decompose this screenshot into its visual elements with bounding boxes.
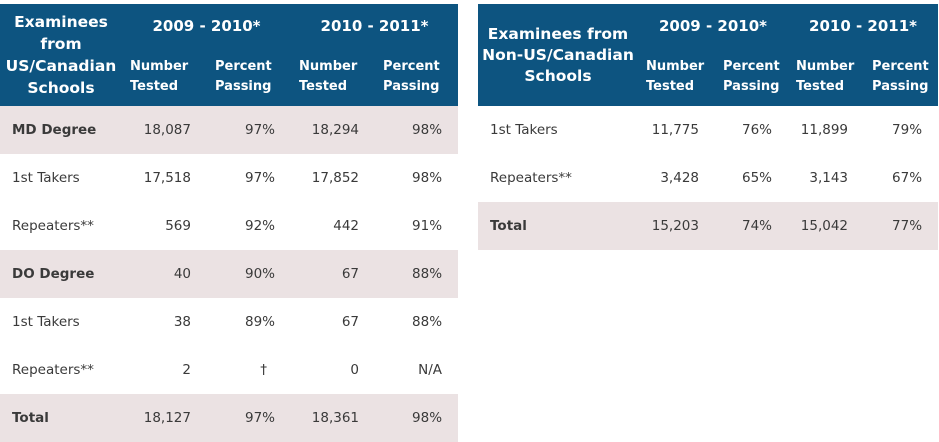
group-header: Examinees from US/Canadian Schools bbox=[0, 4, 122, 106]
percent-passing-cell: 74% bbox=[715, 202, 789, 250]
number-tested-cell: 67 bbox=[341, 314, 360, 330]
number-tested-cell: 18,361 bbox=[291, 394, 376, 442]
percent-passing-cell: N/A bbox=[418, 362, 443, 378]
row-label: 1st Takers bbox=[12, 170, 80, 186]
percent-passing-cell: 90% bbox=[207, 250, 292, 298]
percent-passing-cell: † bbox=[260, 362, 268, 378]
column-header-number-tested: Number Tested bbox=[122, 48, 207, 106]
row-label: Repeaters** bbox=[12, 362, 94, 378]
row-label: Repeaters** bbox=[490, 170, 572, 186]
table-row: 1st Takers 17,518 97% 17,852 98% bbox=[0, 154, 458, 202]
percent-passing-cell: 67% bbox=[892, 170, 923, 186]
column-header-percent-passing: Percent Passing bbox=[864, 48, 939, 106]
number-tested-cell: 18,294 bbox=[291, 106, 376, 154]
number-tested-cell: 3,143 bbox=[809, 170, 849, 186]
number-tested-cell: 569 bbox=[165, 218, 191, 234]
row-label: DO Degree bbox=[0, 250, 122, 298]
percent-passing-cell: 91% bbox=[412, 218, 443, 234]
table-row: Repeaters** 2 † 0 N/A bbox=[0, 346, 458, 394]
row-label: Total bbox=[0, 394, 122, 442]
column-header-number-tested: Number Tested bbox=[788, 48, 865, 106]
column-header-percent-passing: Percent Passing bbox=[207, 48, 292, 106]
row-label: Repeaters** bbox=[12, 218, 94, 234]
table-row: 1st Takers 38 89% 67 88% bbox=[0, 298, 458, 346]
number-tested-cell: 38 bbox=[173, 314, 191, 330]
percent-passing-cell: 65% bbox=[742, 170, 773, 186]
group-header: Examinees from Non-US/Canadian Schools bbox=[478, 4, 638, 106]
number-tested-cell: 0 bbox=[350, 362, 360, 378]
column-header-percent-passing: Percent Passing bbox=[375, 48, 459, 106]
column-header-number-tested: Number Tested bbox=[291, 48, 376, 106]
table-row: Repeaters** 569 92% 442 91% bbox=[0, 202, 458, 250]
us-canadian-results-table: Examinees from US/Canadian Schools 2009 … bbox=[0, 4, 459, 442]
percent-passing-cell: 97% bbox=[245, 170, 276, 186]
table-row: 1st Takers 11,775 76% 11,899 79% bbox=[478, 106, 938, 154]
non-us-canadian-results-table: Examinees from Non-US/Canadian Schools 2… bbox=[478, 4, 939, 250]
number-tested-cell: 3,428 bbox=[660, 170, 699, 186]
percent-passing-cell: 79% bbox=[892, 122, 923, 138]
row-label: MD Degree bbox=[0, 106, 122, 154]
year-header: 2010 - 2011* bbox=[788, 4, 939, 48]
year-header: 2009 - 2010* bbox=[122, 4, 292, 48]
number-tested-cell: 18,127 bbox=[122, 394, 207, 442]
percent-passing-cell: 89% bbox=[245, 314, 276, 330]
number-tested-cell: 18,087 bbox=[122, 106, 207, 154]
table-row: Total 18,127 97% 18,361 98% bbox=[0, 394, 459, 442]
year-header: 2009 - 2010* bbox=[638, 4, 789, 48]
number-tested-cell: 15,203 bbox=[638, 202, 715, 250]
number-tested-cell: 11,775 bbox=[651, 122, 699, 138]
number-tested-cell: 17,518 bbox=[143, 170, 191, 186]
percent-passing-cell: 97% bbox=[207, 394, 292, 442]
percent-passing-cell: 98% bbox=[375, 106, 459, 154]
year-header: 2010 - 2011* bbox=[291, 4, 459, 48]
number-tested-cell: 67 bbox=[291, 250, 376, 298]
number-tested-cell: 40 bbox=[122, 250, 207, 298]
row-label: 1st Takers bbox=[12, 314, 80, 330]
percent-passing-cell: 76% bbox=[742, 122, 773, 138]
number-tested-cell: 15,042 bbox=[788, 202, 865, 250]
percent-passing-cell: 92% bbox=[245, 218, 276, 234]
number-tested-cell: 442 bbox=[333, 218, 360, 234]
table-row: MD Degree 18,087 97% 18,294 98% bbox=[0, 106, 459, 154]
table-row: Total 15,203 74% 15,042 77% bbox=[478, 202, 939, 250]
row-label: Total bbox=[478, 202, 638, 250]
percent-passing-cell: 98% bbox=[375, 394, 459, 442]
column-header-percent-passing: Percent Passing bbox=[715, 48, 789, 106]
column-header-number-tested: Number Tested bbox=[638, 48, 715, 106]
percent-passing-cell: 77% bbox=[864, 202, 939, 250]
percent-passing-cell: 97% bbox=[207, 106, 292, 154]
number-tested-cell: 2 bbox=[182, 362, 191, 378]
percent-passing-cell: 98% bbox=[412, 170, 443, 186]
table-row: DO Degree 40 90% 67 88% bbox=[0, 250, 459, 298]
table-row: Repeaters** 3,428 65% 3,143 67% bbox=[478, 154, 938, 202]
row-label: 1st Takers bbox=[490, 122, 558, 138]
number-tested-cell: 17,852 bbox=[311, 170, 360, 186]
percent-passing-cell: 88% bbox=[412, 314, 443, 330]
percent-passing-cell: 88% bbox=[375, 250, 459, 298]
number-tested-cell: 11,899 bbox=[800, 122, 849, 138]
